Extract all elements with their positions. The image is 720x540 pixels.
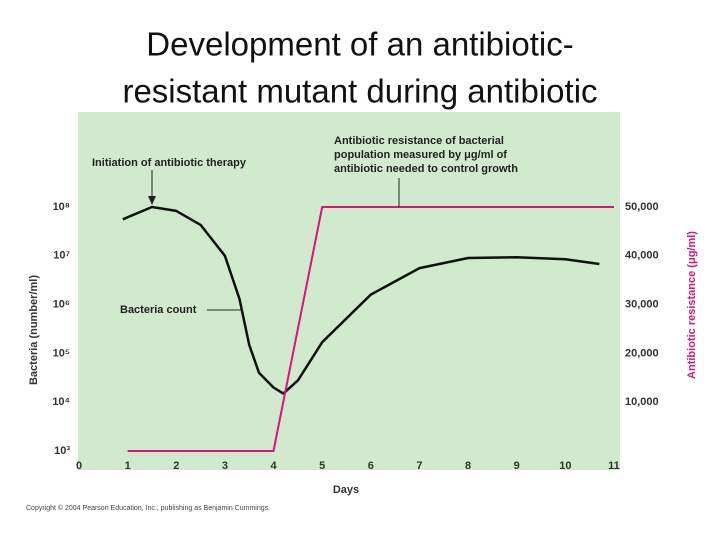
y-tick-label: 10⁷: [53, 250, 70, 262]
x-tick-label: 3: [222, 460, 228, 472]
x-axis-label: Days: [333, 484, 359, 496]
x-tick-label: 7: [416, 460, 422, 472]
annotation: Initiation of antibiotic therapy: [92, 157, 247, 169]
y2-tick-label: 50,000: [625, 201, 659, 213]
x-tick-label: 2: [173, 460, 179, 472]
annotation: Bacteria count: [120, 304, 197, 316]
y-tick-label: 10⁴: [52, 396, 70, 408]
y2-axis-label: Antibiotic resistance (μg/ml): [686, 231, 698, 379]
title-line: Development of an antibiotic-: [146, 26, 573, 63]
y-tick-label: 10⁶: [53, 299, 70, 311]
plot: 0 1 2 3 4 5 6 7 8 9 10 11 10³ 10⁴ 10⁵ 10⁶ 10⁷ 10⁸ 10,000 20…: [52, 201, 658, 472]
y-tick-label: 10³: [54, 445, 70, 457]
series-line: [122, 205, 600, 395]
title-line: resistant mutant during antibiotic: [122, 73, 597, 110]
x-tick-label: 10: [559, 460, 571, 472]
y2-tick-label: 10,000: [625, 396, 659, 408]
x-tick-label: 0: [76, 460, 82, 472]
y-axis-label: Bacteria (number/ml): [28, 275, 40, 385]
x-tick-label: 11: [608, 460, 620, 472]
x-tick-label: 4: [270, 460, 277, 472]
annotation: Antibiotic resistance of bacterial: [334, 135, 504, 147]
x-tick-label: 1: [125, 460, 131, 472]
y-tick-label: 10⁸: [53, 201, 70, 213]
y2-tick-label: 20,000: [625, 347, 659, 359]
series-line: [127, 206, 614, 452]
x-tick-label: 8: [465, 460, 471, 472]
footer: Copyright © 2004 Pearson Education, Inc.…: [26, 504, 270, 512]
arrowhead: [148, 196, 156, 205]
x-tick-label: 9: [514, 460, 520, 472]
y2-tick-label: 30,000: [625, 299, 659, 311]
x-tick-label: 5: [319, 460, 325, 472]
annotation: population measured by μg/ml of: [334, 149, 507, 161]
y2-tick-label: 40,000: [625, 250, 659, 262]
x-tick-label: 6: [368, 460, 374, 472]
y-tick-label: 10⁵: [53, 347, 70, 359]
plot-panel: [78, 112, 620, 470]
annotation: antibiotic needed to control growth: [334, 163, 518, 175]
